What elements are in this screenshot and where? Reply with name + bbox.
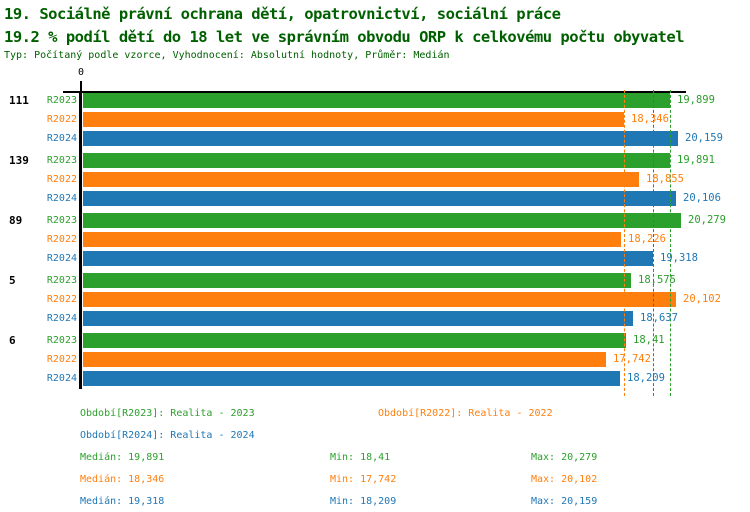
bar <box>83 153 670 168</box>
bar <box>83 93 670 108</box>
bar-value-label: 18,855 <box>646 173 684 185</box>
bar-value-label: 20,106 <box>683 192 721 204</box>
legend-max-r2023: Max: 20,279 <box>531 452 598 463</box>
bar-value-label: 20,279 <box>688 214 726 226</box>
bar-value-label: 19,891 <box>677 154 715 166</box>
bar-row-label: R2024 <box>46 193 77 204</box>
bar-value-label: 18,637 <box>640 312 678 324</box>
legend-median-r2023: Medián: 19,891 <box>80 452 165 463</box>
legend-item-r2024: Období[R2024]: Realita - 2024 <box>80 430 255 441</box>
bar-row-label: R2022 <box>46 114 77 125</box>
bar-row-label: R2022 <box>46 174 77 185</box>
legend-min-r2022: Min: 17,742 <box>330 474 397 485</box>
report-meta-line: Typ: Počítaný podle vzorce, Vyhodnocení:… <box>4 50 450 61</box>
bar-row-label: R2023 <box>46 95 77 106</box>
bar <box>83 172 639 187</box>
category-label: 111 <box>9 94 29 107</box>
bar-row-label: R2024 <box>46 253 77 264</box>
bar <box>83 292 676 307</box>
report-title-line2: 19.2 % podíl dětí do 18 let ve správním … <box>4 28 685 46</box>
bar-value-label: 18,41 <box>633 334 665 346</box>
bar <box>83 352 606 367</box>
bar-value-label: 20,102 <box>683 293 721 305</box>
bar-value-label: 20,159 <box>685 132 723 144</box>
bar-row-label: R2022 <box>46 234 77 245</box>
category-label: 5 <box>9 274 16 287</box>
bar-row-label: R2023 <box>46 335 77 346</box>
bar-row-label: R2022 <box>46 294 77 305</box>
bar <box>83 273 631 288</box>
bar-value-label: 17,742 <box>613 353 651 365</box>
bar <box>83 333 626 348</box>
median-line <box>670 90 671 396</box>
legend-min-r2023: Min: 18,41 <box>330 452 391 463</box>
bar-row-label: R2024 <box>46 313 77 324</box>
x-axis-top-line <box>63 91 686 93</box>
bar <box>83 311 633 326</box>
bar-value-label: 19,318 <box>660 252 698 264</box>
bar-row-label: R2023 <box>46 215 77 226</box>
bar <box>83 371 620 386</box>
legend-median-r2024: Medián: 19,318 <box>80 496 165 507</box>
bar-value-label: 18,209 <box>627 372 665 384</box>
bar <box>83 112 624 127</box>
legend-item-r2023: Období[R2023]: Realita - 2023 <box>80 408 255 419</box>
bar <box>83 251 653 266</box>
y-axis-line <box>79 91 82 389</box>
median-line <box>653 90 654 396</box>
bar-row-label: R2023 <box>46 155 77 166</box>
legend-max-r2022: Max: 20,102 <box>531 474 598 485</box>
bar <box>83 232 621 247</box>
x-axis-zero-label: 0 <box>77 67 85 78</box>
x-axis-zero-tick <box>80 81 82 91</box>
bar-row-label: R2024 <box>46 373 77 384</box>
legend-min-r2024: Min: 18,209 <box>330 496 397 507</box>
legend-median-r2022: Medián: 18,346 <box>80 474 165 485</box>
legend-item-r2022: Období[R2022]: Realita - 2022 <box>378 408 553 419</box>
bar-value-label: 18,575 <box>638 274 676 286</box>
report-title-line1: 19. Sociálně právní ochrana dětí, opatro… <box>4 5 561 23</box>
bar <box>83 131 678 146</box>
category-label: 6 <box>9 334 16 347</box>
bar-row-label: R2022 <box>46 354 77 365</box>
bar-value-label: 18,346 <box>631 113 669 125</box>
median-line <box>624 90 625 396</box>
legend-max-r2024: Max: 20,159 <box>531 496 598 507</box>
bar-value-label: 18,226 <box>628 233 666 245</box>
category-label: 89 <box>9 214 23 227</box>
category-label: 139 <box>9 154 29 167</box>
bar-row-label: R2023 <box>46 275 77 286</box>
bar <box>83 191 676 206</box>
bar-row-label: R2024 <box>46 133 77 144</box>
bar-value-label: 19,899 <box>677 94 715 106</box>
bar <box>83 213 681 228</box>
